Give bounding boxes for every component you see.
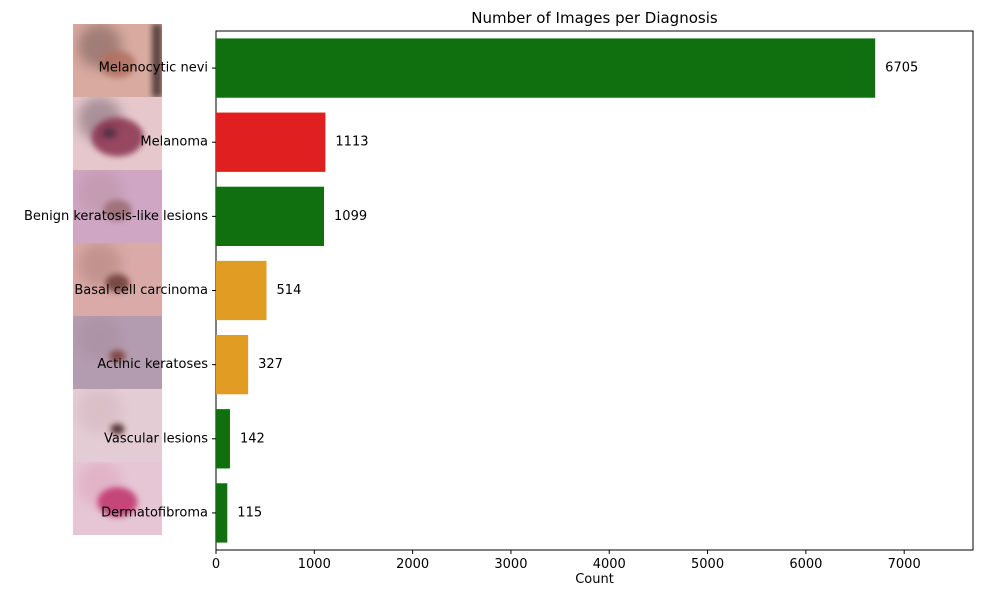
lesion-thumbnail	[73, 462, 162, 535]
lesion-thumbnail	[73, 316, 162, 389]
category-labels: Melanocytic nevi Melanoma Benign keratosis…	[24, 61, 216, 520]
x-tick-label: 1000	[298, 557, 331, 572]
bar	[216, 186, 325, 247]
value-label: 514	[277, 283, 302, 298]
value-label: 115	[237, 505, 262, 520]
x-tick-label: 2000	[396, 557, 429, 572]
x-axis-label: Count	[575, 572, 614, 587]
x-tick-label: 5000	[691, 557, 724, 572]
x-tick-label: 6000	[789, 557, 822, 572]
bar	[216, 112, 326, 172]
value-labels: 6705 1113 1099 514 327 142 115	[237, 61, 918, 521]
value-label: 1113	[335, 135, 368, 150]
bar	[216, 260, 267, 321]
category-label: Melanoma	[140, 135, 208, 150]
lesion-thumbnail	[73, 389, 162, 462]
x-axis: 0 1000 2000 3000 4000 5000 6000 7000	[212, 550, 921, 572]
plot-area	[215, 30, 974, 551]
category-label: Vascular lesions	[104, 431, 208, 446]
x-tick-label: 4000	[593, 557, 626, 572]
category-label: Benign keratosis-like lesions	[24, 209, 208, 224]
lesion-thumbnail	[73, 24, 162, 97]
value-label: 6705	[885, 61, 918, 76]
lesion-thumbnail	[73, 243, 162, 316]
lesion-thumbnail	[73, 97, 162, 170]
bar	[216, 409, 230, 469]
x-tick-label: 3000	[494, 557, 527, 572]
category-label: Dermatofibroma	[101, 505, 208, 520]
category-label: Melanocytic nevi	[99, 61, 208, 76]
bars	[216, 38, 876, 543]
category-label: Basal cell carcinoma	[74, 283, 208, 298]
value-label: 327	[258, 357, 283, 372]
bar	[216, 334, 249, 395]
lesion-thumbnail	[73, 170, 162, 243]
thumbnail-strip	[73, 24, 162, 535]
x-tick-label: 0	[212, 557, 220, 572]
value-label: 1099	[334, 209, 367, 224]
bar	[216, 38, 876, 98]
category-label: Actinic keratoses	[97, 357, 208, 372]
x-tick-label: 7000	[888, 557, 921, 572]
chart-title: Number of Images per Diagnosis	[471, 9, 718, 27]
bar	[216, 483, 228, 543]
value-label: 142	[240, 431, 265, 446]
